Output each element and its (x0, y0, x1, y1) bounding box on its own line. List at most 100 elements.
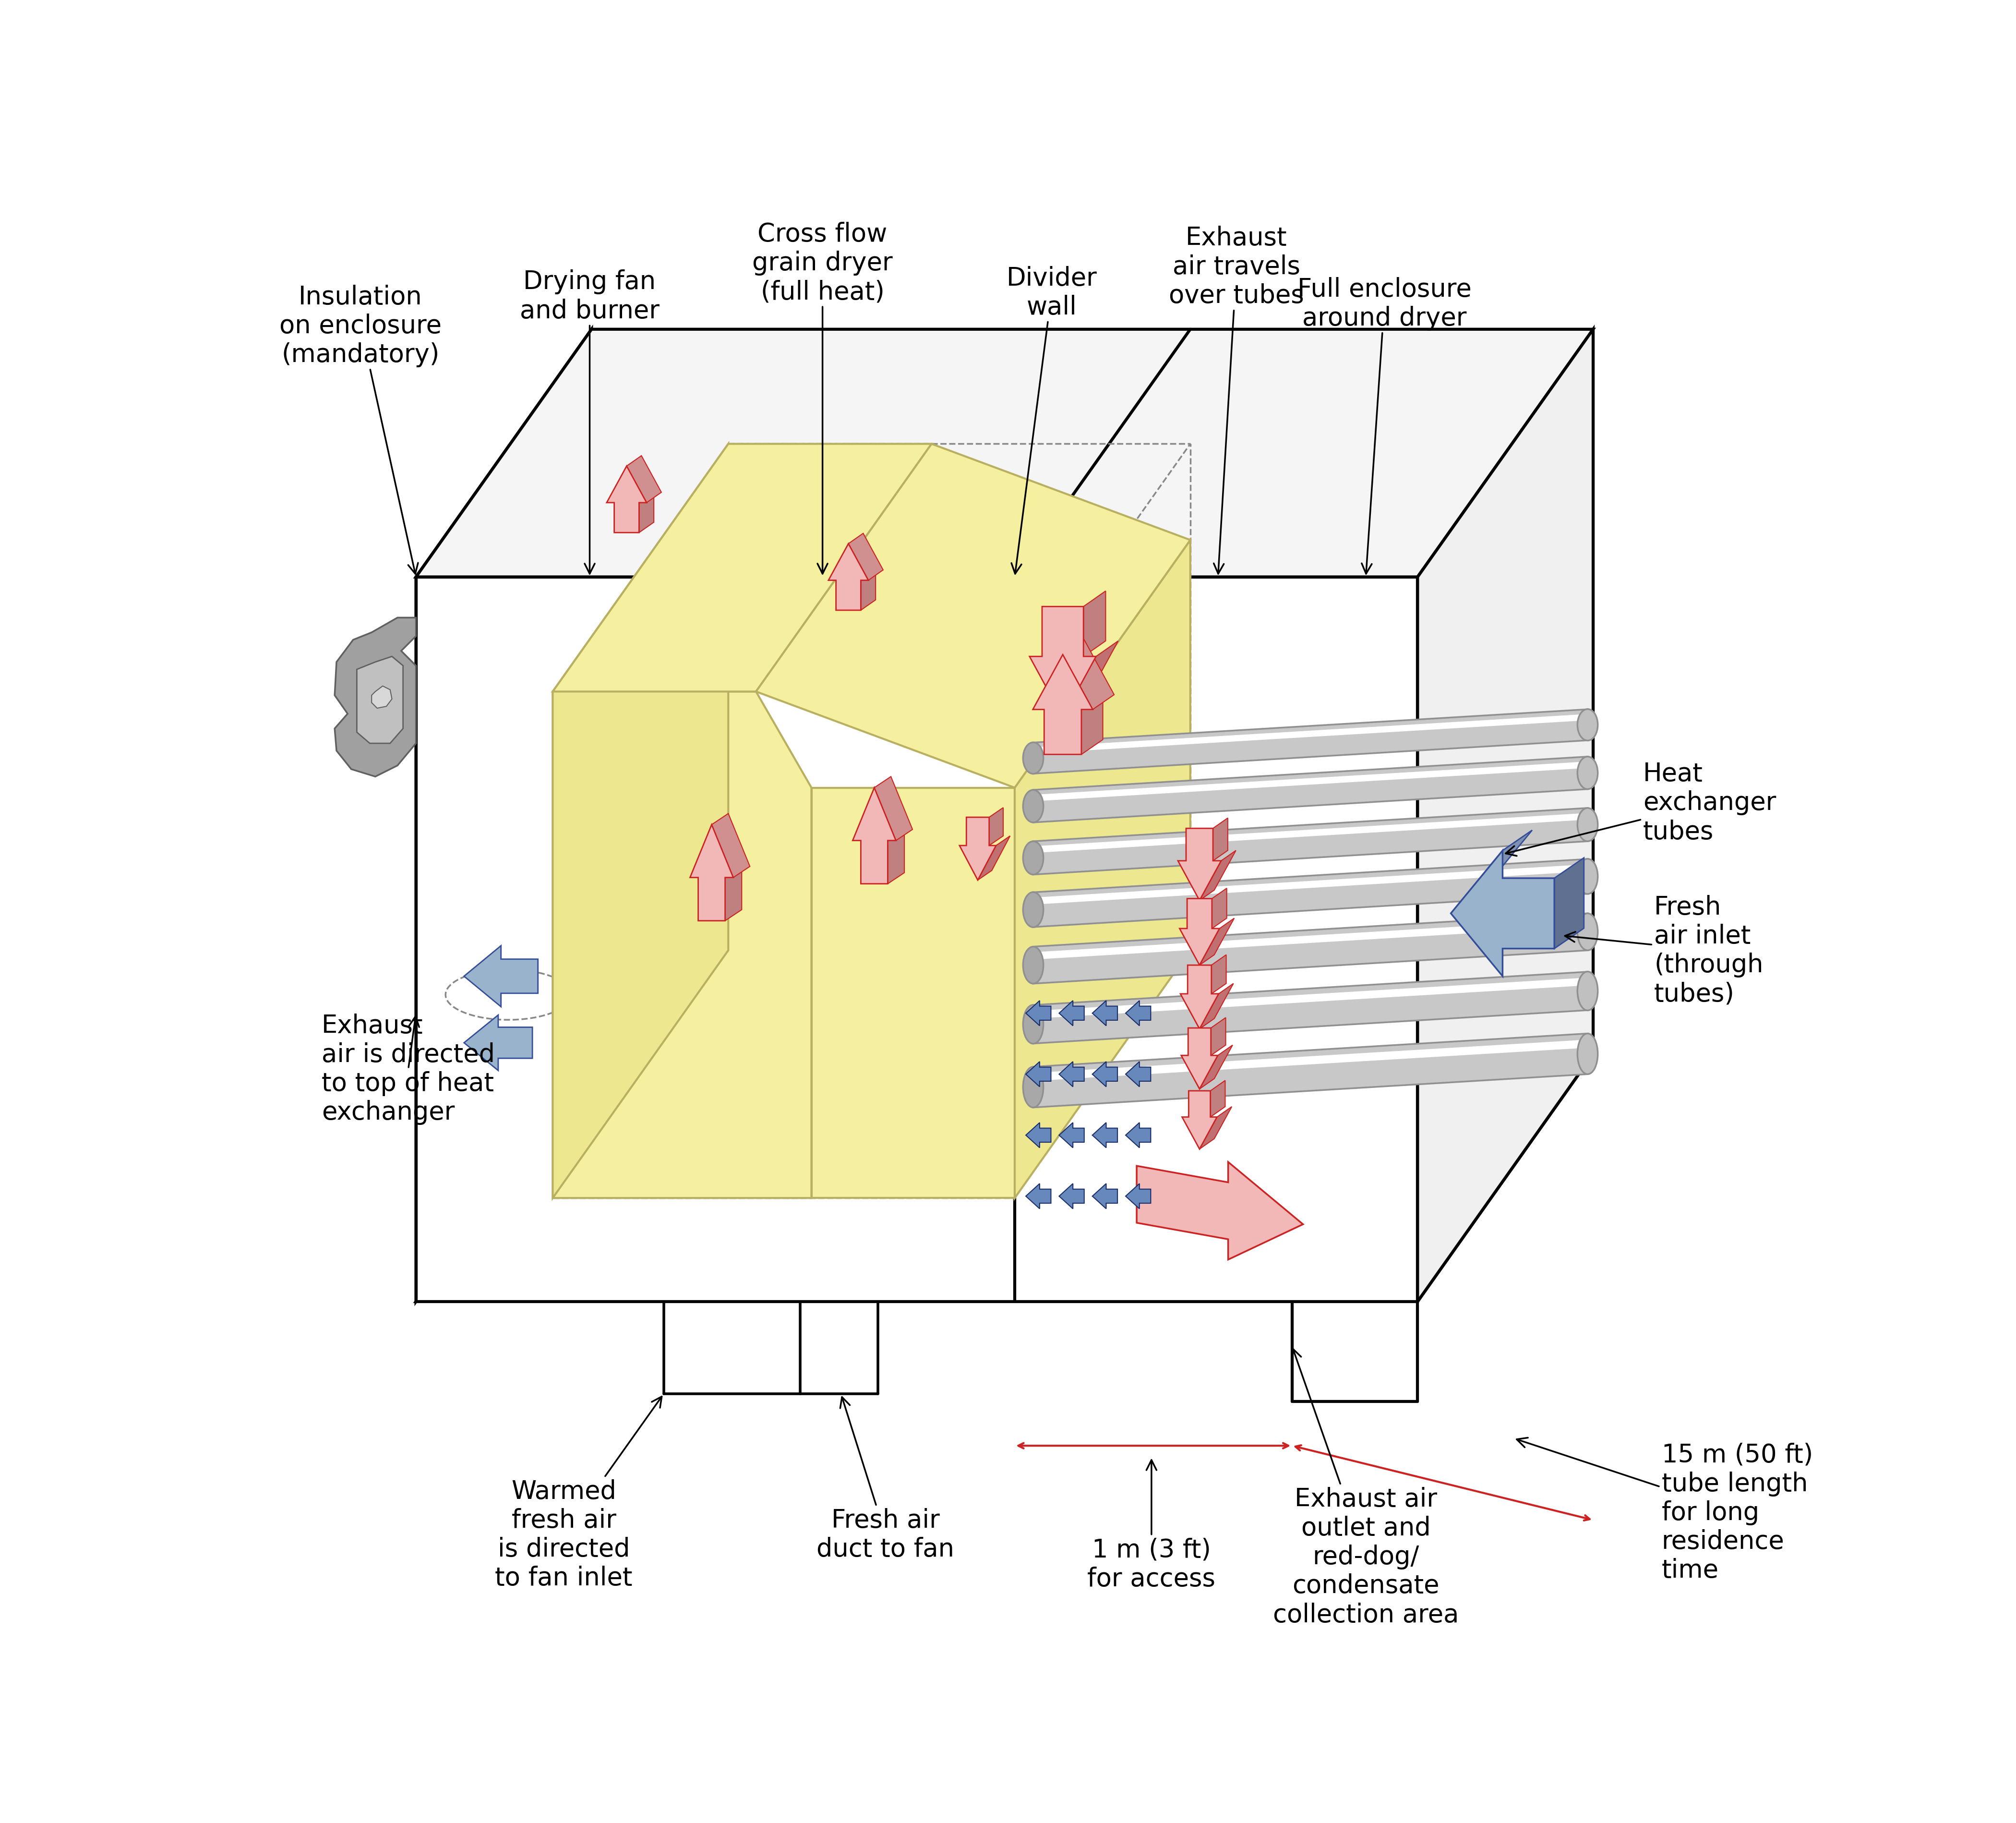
Ellipse shape (1577, 972, 1599, 1010)
Polygon shape (1032, 654, 1093, 755)
Ellipse shape (1577, 808, 1599, 842)
Ellipse shape (1577, 913, 1599, 950)
Polygon shape (1026, 1123, 1050, 1148)
Ellipse shape (1577, 709, 1599, 740)
Text: Exhaust
air is directed
to top of heat
exchanger: Exhaust air is directed to top of heat e… (323, 1014, 496, 1125)
Polygon shape (1181, 1090, 1218, 1148)
Polygon shape (371, 685, 391, 709)
Polygon shape (1032, 977, 1589, 1019)
Polygon shape (464, 1015, 532, 1070)
Polygon shape (1200, 984, 1234, 1030)
Polygon shape (1083, 591, 1105, 656)
Polygon shape (887, 829, 905, 884)
Polygon shape (1417, 330, 1593, 1302)
Polygon shape (1081, 695, 1103, 755)
Polygon shape (1030, 607, 1097, 718)
Polygon shape (689, 824, 734, 921)
Polygon shape (1032, 813, 1589, 853)
Polygon shape (464, 946, 538, 1006)
Polygon shape (1032, 859, 1589, 928)
Polygon shape (1125, 1001, 1151, 1026)
Polygon shape (1032, 1034, 1589, 1108)
Text: Drying fan
and burner: Drying fan and burner (520, 270, 659, 574)
Polygon shape (1554, 859, 1585, 948)
Polygon shape (1177, 829, 1222, 901)
Polygon shape (1212, 1017, 1226, 1056)
Polygon shape (1032, 913, 1589, 984)
Polygon shape (1200, 919, 1234, 966)
Ellipse shape (1022, 789, 1044, 822)
Polygon shape (853, 788, 895, 884)
Polygon shape (1212, 955, 1226, 994)
Polygon shape (415, 1054, 1593, 1302)
Polygon shape (1026, 1001, 1050, 1026)
Polygon shape (1093, 1061, 1117, 1087)
Polygon shape (1125, 1183, 1151, 1209)
Polygon shape (1212, 888, 1226, 928)
Polygon shape (1214, 819, 1228, 860)
Polygon shape (1452, 851, 1554, 977)
Text: Divider
wall: Divider wall (1006, 266, 1097, 574)
Polygon shape (875, 777, 913, 840)
Polygon shape (415, 578, 1417, 1302)
Polygon shape (1179, 899, 1220, 966)
Polygon shape (627, 456, 661, 503)
Polygon shape (1181, 1028, 1218, 1088)
Text: Insulation
on enclosure
(mandatory): Insulation on enclosure (mandatory) (280, 284, 442, 574)
Polygon shape (1181, 966, 1218, 1030)
Text: 1 m (3 ft)
for access: 1 m (3 ft) for access (1087, 1460, 1216, 1591)
Ellipse shape (1022, 842, 1044, 875)
Polygon shape (960, 817, 996, 881)
Polygon shape (1032, 1039, 1589, 1081)
Polygon shape (335, 618, 415, 777)
Ellipse shape (1022, 891, 1044, 928)
Polygon shape (1026, 1183, 1050, 1209)
Text: Fresh air
duct to fan: Fresh air duct to fan (816, 1396, 954, 1562)
Polygon shape (1032, 972, 1589, 1045)
Polygon shape (1032, 757, 1589, 822)
Text: Warmed
fresh air
is directed
to fan inlet: Warmed fresh air is directed to fan inle… (496, 1396, 661, 1590)
Text: Heat
exchanger
tubes: Heat exchanger tubes (1506, 762, 1776, 857)
Ellipse shape (1577, 757, 1599, 789)
Polygon shape (829, 543, 869, 611)
Ellipse shape (1022, 946, 1044, 984)
Polygon shape (1032, 808, 1589, 875)
Polygon shape (1200, 1107, 1232, 1148)
Polygon shape (552, 693, 812, 1198)
Polygon shape (1026, 1061, 1050, 1087)
Polygon shape (1093, 1183, 1117, 1209)
Polygon shape (1058, 1123, 1085, 1148)
Ellipse shape (1022, 1066, 1044, 1108)
Text: Exhaust
air travels
over tubes: Exhaust air travels over tubes (1169, 226, 1304, 574)
Polygon shape (639, 492, 653, 532)
Text: Cross flow
grain dryer
(full heat): Cross flow grain dryer (full heat) (752, 222, 893, 574)
Polygon shape (1032, 762, 1589, 802)
Polygon shape (1452, 831, 1532, 913)
Polygon shape (726, 866, 742, 921)
Polygon shape (756, 445, 1189, 788)
Polygon shape (978, 837, 1010, 881)
Polygon shape (861, 571, 875, 611)
Polygon shape (849, 534, 883, 580)
Text: Exhaust air
outlet and
red-dog/
condensate
collection area: Exhaust air outlet and red-dog/ condensa… (1272, 1349, 1460, 1626)
Polygon shape (1062, 642, 1119, 718)
Polygon shape (357, 656, 403, 744)
Polygon shape (1058, 1001, 1085, 1026)
Polygon shape (1137, 1161, 1302, 1260)
Text: Full enclosure
around dryer: Full enclosure around dryer (1296, 277, 1472, 574)
Polygon shape (1125, 1123, 1151, 1148)
Polygon shape (552, 445, 931, 693)
Polygon shape (1093, 1123, 1117, 1148)
Polygon shape (415, 330, 1593, 578)
Polygon shape (415, 330, 591, 1302)
Polygon shape (1200, 851, 1236, 901)
Polygon shape (990, 808, 1004, 846)
Ellipse shape (1577, 1034, 1599, 1074)
Polygon shape (1014, 540, 1189, 1198)
Polygon shape (1210, 1081, 1226, 1117)
Polygon shape (552, 445, 728, 1198)
Polygon shape (1032, 919, 1589, 959)
Polygon shape (1032, 709, 1589, 775)
Ellipse shape (1022, 742, 1044, 775)
Polygon shape (1125, 1061, 1151, 1087)
